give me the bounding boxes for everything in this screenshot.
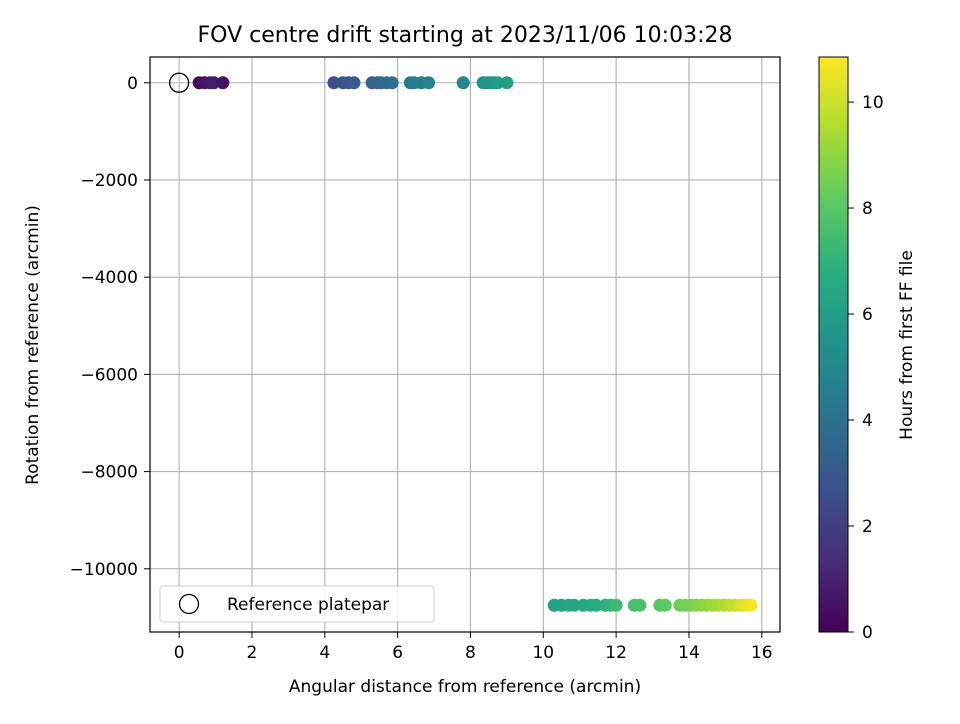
x-tick-label: 6	[392, 643, 403, 663]
x-tick-label: 12	[605, 643, 627, 663]
plot-area-frame	[149, 56, 781, 633]
legend-box	[159, 585, 435, 623]
scatter-point	[327, 76, 341, 90]
colorbar-tick-label: 0	[862, 623, 873, 643]
scatter-point	[385, 76, 399, 90]
x-tick-label: 10	[532, 643, 554, 663]
colorbar-tick-label: 2	[862, 517, 873, 537]
scatter-point	[500, 76, 514, 90]
scatter-point	[491, 76, 505, 90]
chart-title: FOV centre drift starting at 2023/11/06 …	[198, 23, 733, 48]
legend-reference-marker	[178, 593, 200, 615]
scatter-point	[633, 598, 647, 612]
y-tick-label: −4000	[80, 268, 138, 288]
colorbar-gradient	[818, 56, 849, 633]
reference-platepar-marker	[168, 72, 190, 93]
y-tick-label: −2000	[80, 171, 138, 191]
y-axis-label: Rotation from reference (arcmin)	[23, 205, 43, 485]
scatter-point	[422, 76, 436, 90]
y-tick-label: 0	[127, 74, 138, 94]
y-tick-label: −8000	[80, 463, 138, 483]
data-points	[168, 72, 758, 612]
x-tick-label: 2	[247, 643, 258, 663]
colorbar-ticks: 0 2 4 6 8 10	[848, 93, 884, 643]
scatter-point	[744, 598, 758, 612]
axis-ticks: 0 2 4 6 8 10 12 14 16 0 −2000 −4000 −6000 −8000 −10000	[70, 74, 773, 663]
legend: Reference platepar	[159, 585, 435, 623]
grid	[150, 57, 780, 632]
colorbar-label: Hours from first FF file	[897, 250, 917, 440]
scatter-point	[609, 598, 623, 612]
colorbar-tick-label: 6	[862, 305, 873, 325]
colorbar-tick-label: 10	[862, 93, 884, 113]
x-tick-label: 0	[174, 643, 185, 663]
x-tick-label: 16	[751, 643, 773, 663]
y-tick-label: −10000	[70, 560, 138, 580]
colorbar: 0 2 4 6 8 10 Hours from first FF file	[818, 56, 917, 643]
scatter-point	[207, 76, 221, 90]
x-tick-label: 4	[319, 643, 330, 663]
x-tick-label: 14	[678, 643, 700, 663]
legend-entry-label: Reference platepar	[227, 595, 389, 615]
colorbar-tick-label: 4	[862, 411, 873, 431]
x-axis-label: Angular distance from reference (arcmin)	[289, 677, 641, 697]
y-tick-label: −6000	[80, 365, 138, 385]
scatter-point	[567, 598, 581, 612]
scatter-point	[456, 76, 470, 90]
scatter-point	[658, 598, 672, 612]
scatter-point	[347, 76, 361, 90]
scatter-point	[216, 76, 230, 90]
scatter-point	[589, 598, 603, 612]
x-tick-label: 8	[465, 643, 476, 663]
colorbar-tick-label: 8	[862, 199, 873, 219]
